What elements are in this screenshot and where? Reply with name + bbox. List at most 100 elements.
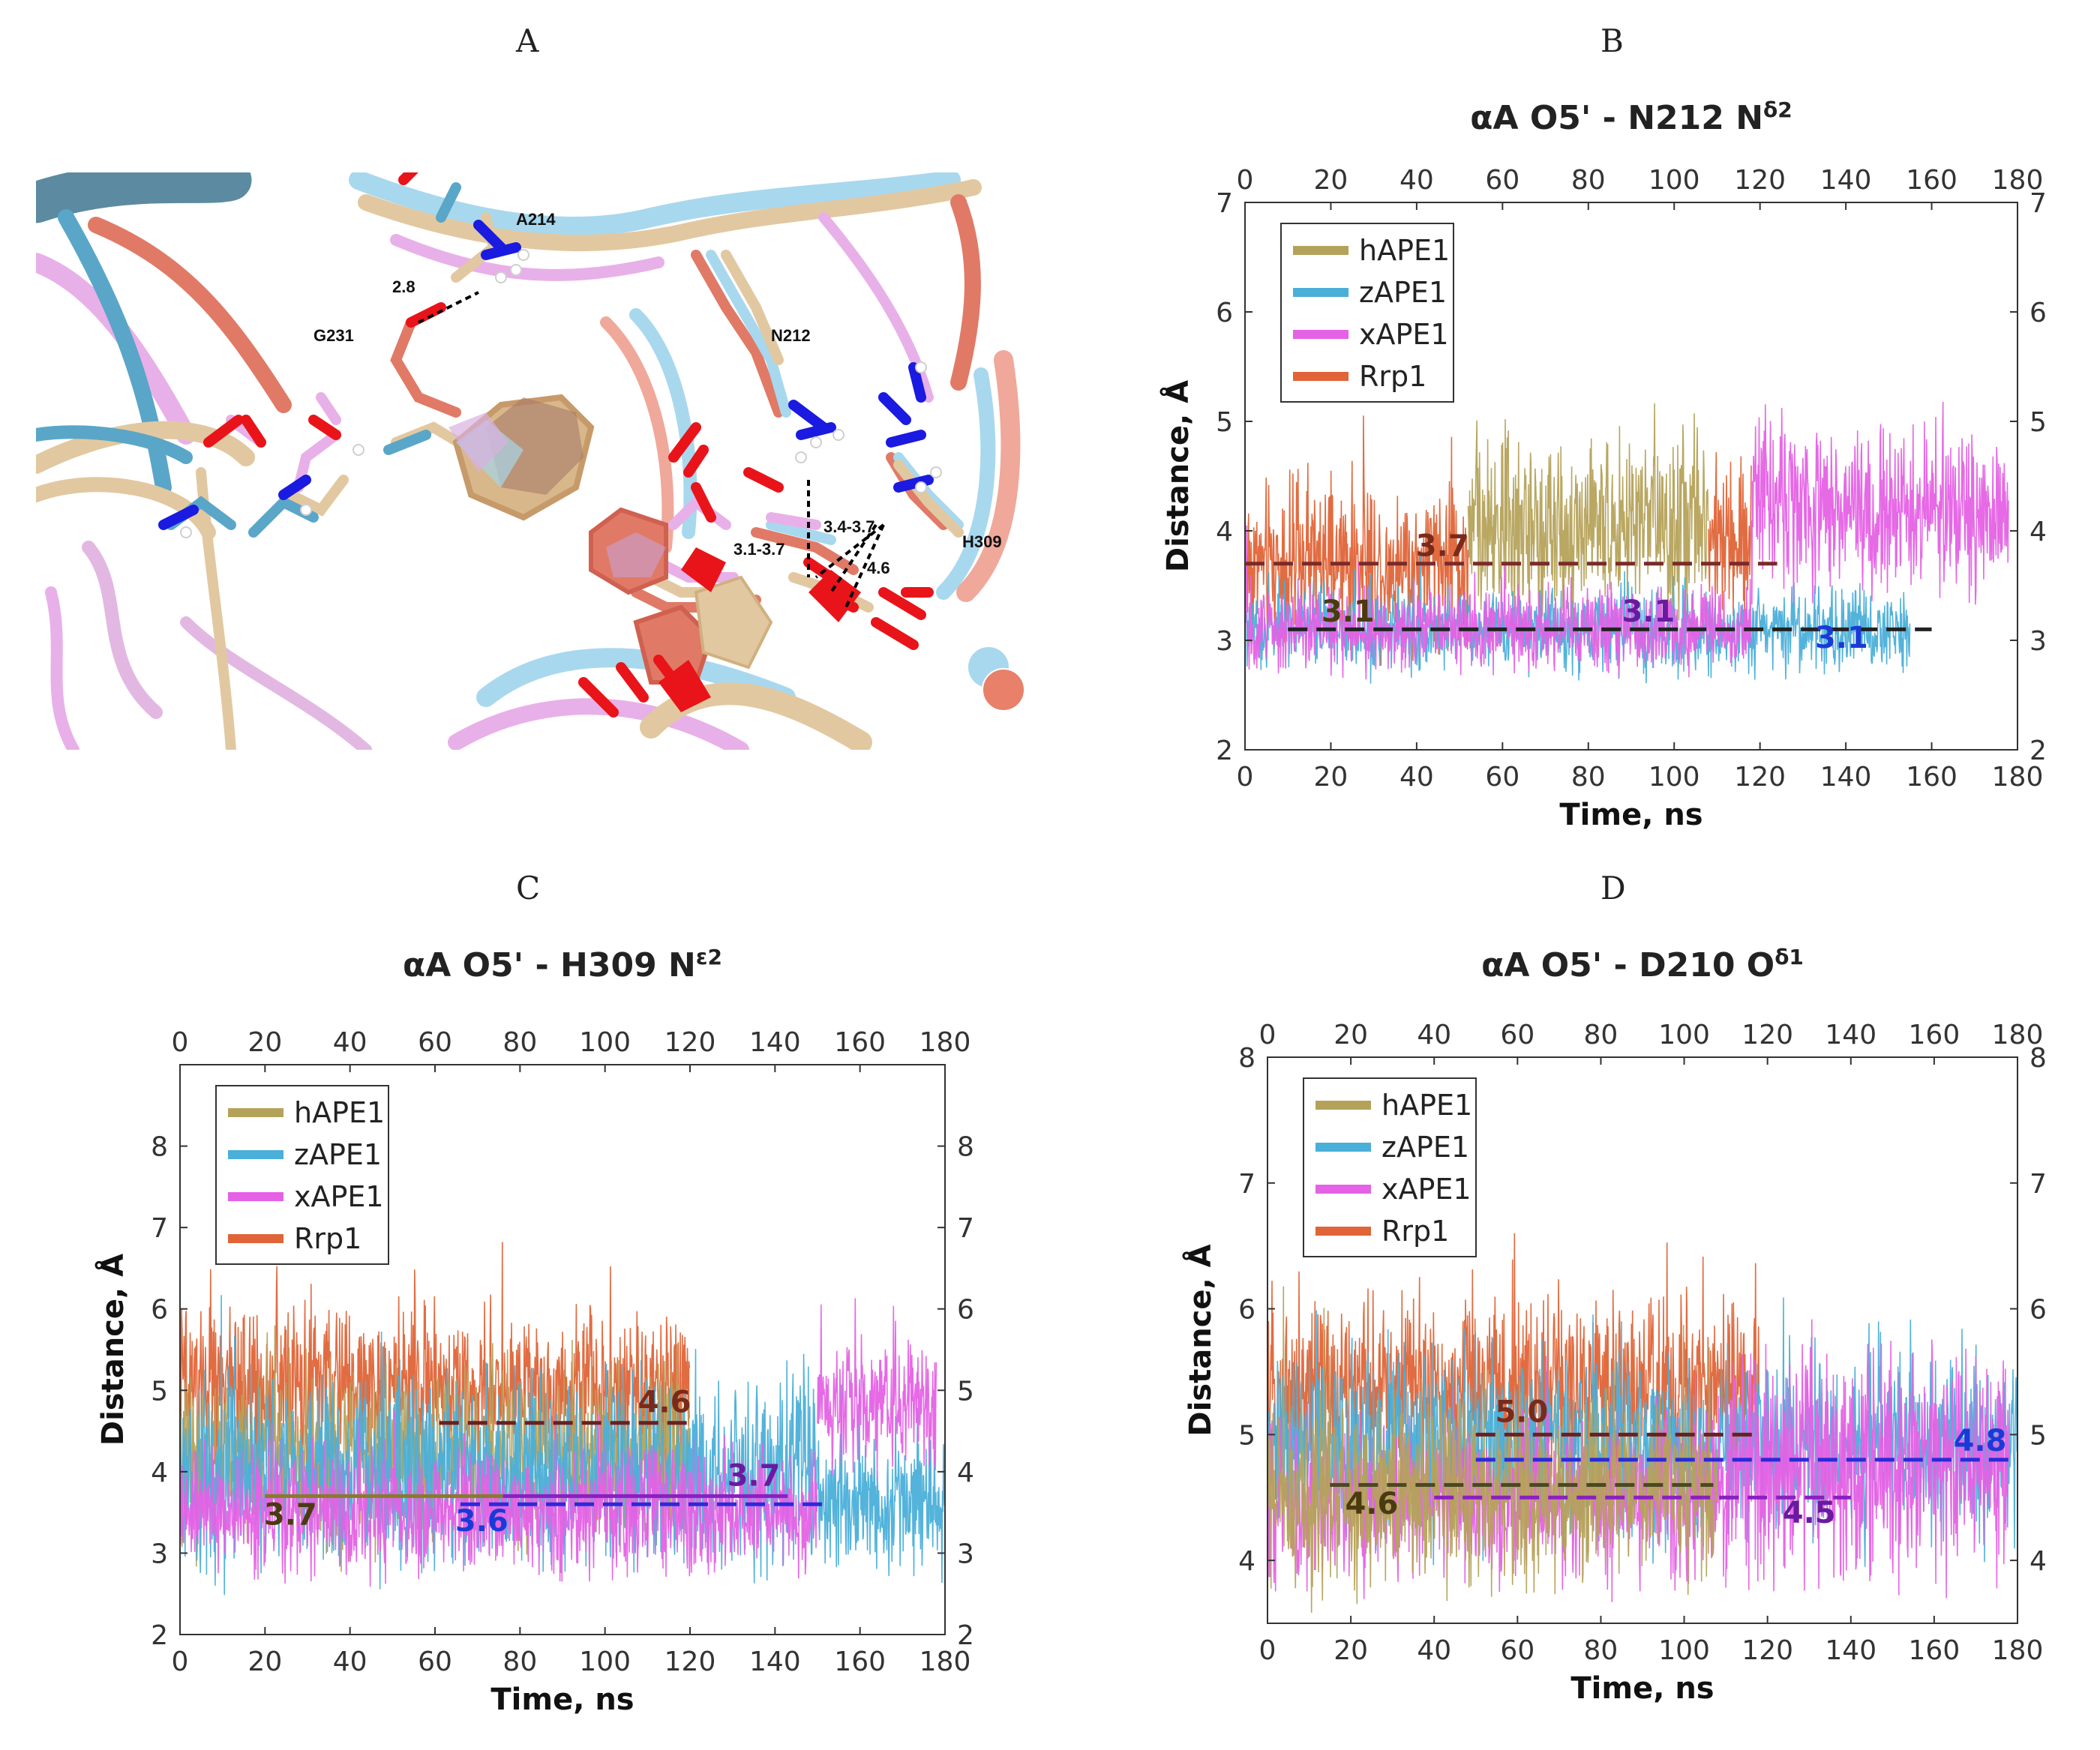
x-tick-label-bottom: 100 [579, 1647, 631, 1677]
y-tick-label-right: 6 [957, 1295, 974, 1326]
legend-label-xape1: xAPE1 [294, 1180, 384, 1213]
x-tick-label-bottom: 80 [1584, 1635, 1618, 1666]
y-tick-label-left: 4 [1216, 517, 1233, 547]
y-tick-label-left: 2 [151, 1620, 168, 1651]
x-tick-label-bottom: 160 [1906, 762, 1958, 793]
y-tick-label-left: 3 [151, 1539, 168, 1569]
panel-label-c: C [516, 870, 541, 906]
mean-value-label: 4.8 [1954, 1424, 2007, 1458]
y-tick-label-left: 4 [1238, 1546, 1256, 1577]
y-tick-label-left: 8 [1238, 1043, 1256, 1074]
y-tick-label-right: 5 [2030, 1420, 2047, 1451]
y-tick-label-right: 2 [957, 1620, 974, 1651]
y-tick-label-left: 7 [1238, 1169, 1256, 1200]
x-axis-label: Time, ns [1559, 798, 1702, 832]
x-axis-label: Time, ns [1570, 1671, 1714, 1706]
y-tick-label-left: 4 [151, 1458, 168, 1488]
y-tick-label-left: 6 [1216, 298, 1233, 328]
x-tick-label-bottom: 60 [418, 1647, 452, 1677]
x-tick-label-top: 100 [579, 1027, 631, 1058]
y-tick-label-left: 5 [1216, 407, 1233, 438]
x-tick-label-top: 0 [172, 1027, 189, 1058]
series-xape1-trace [1750, 401, 2009, 606]
x-tick-label-top: 60 [418, 1027, 452, 1058]
y-tick-label-right: 7 [2030, 1169, 2047, 1200]
x-tick-label-bottom: 120 [1734, 762, 1786, 793]
chart-svg-c: αA O5' - H309 Nε2 0 0 20 20 40 40 60 60 80 80 100 10… [94, 945, 974, 1718]
x-tick-label-bottom: 20 [1314, 762, 1348, 793]
x-tick-label-bottom: 40 [1417, 1635, 1451, 1666]
label-4-6: 4.6 [867, 559, 890, 577]
series-rrp1-trace [1708, 451, 1752, 623]
x-tick-label-bottom: 80 [1571, 762, 1606, 793]
label-a214: A214 [516, 210, 556, 229]
series-rrp1-trace [1245, 415, 1469, 666]
x-tick-label-top: 140 [1820, 165, 1872, 196]
x-tick-label-bottom: 20 [248, 1647, 282, 1677]
chart-panel-c: αA O5' - H309 Nε2 0 0 20 20 40 40 60 60 80 80 100 10… [75, 945, 1050, 1732]
x-tick-label-bottom: 0 [172, 1647, 189, 1677]
mean-value-label: 4.6 [1345, 1487, 1398, 1521]
x-tick-label-bottom: 120 [664, 1647, 716, 1677]
label-h309: H309 [962, 532, 1002, 551]
y-tick-label-left: 7 [151, 1213, 168, 1244]
y-tick-label-right: 7 [957, 1213, 974, 1244]
legend-label-rrp1: Rrp1 [1359, 360, 1426, 393]
y-tick-label-right: 2 [2030, 736, 2047, 766]
y-tick-label-right: 5 [2030, 407, 2047, 438]
legend-label-hape1: hAPE1 [294, 1096, 385, 1129]
x-tick-label-top: 40 [1400, 165, 1434, 196]
x-tick-label-bottom: 60 [1485, 762, 1520, 793]
label-3-4-3-7: 3.4-3.7 [824, 517, 875, 536]
series-xape1-trace [817, 1298, 938, 1480]
y-axis-label: Distance, Å [1159, 380, 1196, 572]
series-zape1-trace [817, 1379, 945, 1584]
panel-label-b: B [1600, 22, 1624, 59]
mean-value-label: 3.1 [1322, 595, 1375, 629]
y-tick-label-left: 8 [151, 1132, 168, 1163]
x-tick-label-bottom: 60 [1500, 1635, 1534, 1666]
label-3-1-3-7: 3.1-3.7 [734, 540, 785, 559]
x-tick-label-top: 20 [1334, 1020, 1368, 1050]
y-tick-label-left: 6 [151, 1295, 168, 1326]
x-tick-label-top: 20 [1314, 165, 1348, 196]
x-tick-label-bottom: 0 [1259, 1635, 1276, 1666]
x-tick-label-bottom: 120 [1742, 1635, 1793, 1666]
x-tick-label-top: 0 [1237, 165, 1254, 196]
mean-value-label: 3.7 [1416, 529, 1469, 564]
x-tick-label-top: 80 [1571, 165, 1606, 196]
x-tick-label-top: 40 [333, 1027, 368, 1058]
chart-svg-d: αA O5' - D210 Oδ1 0 0 20 20 40 40 60 60 80 80 100 10… [1181, 945, 2047, 1707]
x-tick-label-top: 80 [1584, 1020, 1618, 1050]
x-tick-label-top: 120 [664, 1027, 716, 1058]
y-tick-label-left: 7 [1216, 188, 1233, 219]
x-tick-label-bottom: 180 [920, 1647, 971, 1677]
x-tick-label-top: 140 [749, 1027, 801, 1058]
x-tick-label-top: 20 [248, 1027, 282, 1058]
mean-value-label: 5.0 [1495, 1395, 1548, 1430]
chart-panel-b: αA O5' - N212 Nδ2 0 0 20 20 40 40 60 60 80 80 100 10… [1125, 97, 2100, 855]
x-tick-label-bottom: 180 [1992, 762, 2044, 793]
legend-label-rrp1: Rrp1 [1382, 1215, 1449, 1248]
x-tick-label-bottom: 140 [749, 1647, 801, 1677]
y-tick-label-right: 5 [957, 1376, 974, 1407]
legend-label-rrp1: Rrp1 [294, 1222, 362, 1255]
x-tick-label-top: 60 [1485, 165, 1520, 196]
x-tick-label-top: 160 [834, 1027, 886, 1058]
chart-title-superscript: δ1 [1774, 945, 1804, 969]
x-tick-label-bottom: 40 [1400, 762, 1434, 793]
plot-frame [179, 1064, 946, 1635]
x-tick-label-top: 160 [1909, 1020, 1960, 1050]
chart-title: αA O5' - H309 Nε2 [403, 945, 722, 984]
y-axis-label: Distance, Å [1181, 1244, 1218, 1436]
chart-svg-b: αA O5' - N212 Nδ2 0 0 20 20 40 40 60 60 80 80 100 10… [1159, 97, 2047, 833]
y-tick-label-left: 2 [1216, 736, 1233, 766]
x-tick-label-bottom: 100 [1648, 762, 1700, 793]
y-tick-label-left: 5 [151, 1376, 168, 1407]
x-tick-label-bottom: 140 [1825, 1635, 1876, 1666]
x-tick-label-bottom: 180 [1992, 1635, 2044, 1666]
plot-frame [1267, 1056, 2018, 1624]
y-tick-label-right: 6 [2030, 298, 2047, 328]
y-tick-label-right: 6 [2030, 1295, 2047, 1326]
x-tick-label-top: 180 [920, 1027, 971, 1058]
